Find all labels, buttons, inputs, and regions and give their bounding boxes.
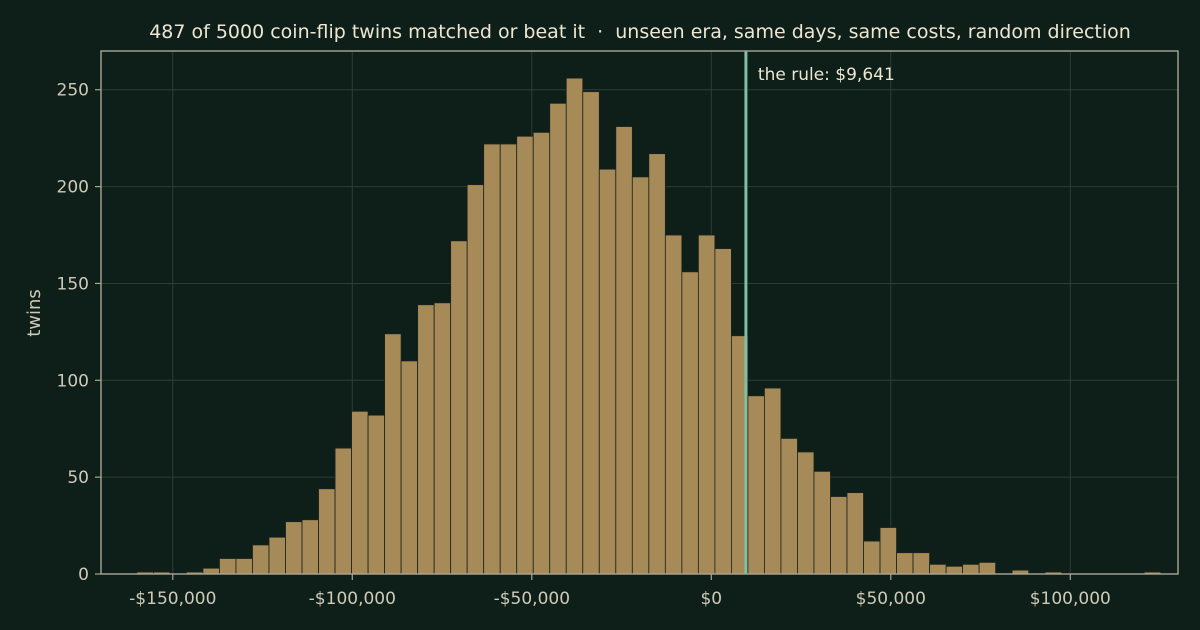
x-tick-label: -$100,000: [309, 589, 396, 609]
y-tick-label: 250: [57, 81, 89, 101]
histogram-bar: [417, 304, 435, 575]
histogram-bar: [351, 410, 369, 575]
histogram-bar: [433, 302, 452, 575]
x-tick-label: -$50,000: [494, 589, 570, 609]
histogram-bar: [615, 126, 633, 575]
axis-ticks: -$150,000 -$100,000 -$50,000 $0 $50,000 $100,…: [57, 81, 1111, 609]
y-tick-label: 150: [57, 274, 89, 294]
histogram-bar: [780, 438, 798, 575]
histogram-bar: [219, 558, 237, 575]
histogram-bar: [962, 563, 980, 575]
y-tick-label: 200: [57, 178, 89, 198]
histogram-bar: [202, 567, 220, 575]
histogram-bar: [450, 240, 468, 575]
histogram-bar: [532, 131, 551, 575]
x-tick-label: $0: [700, 589, 722, 609]
histogram-bar: [764, 387, 782, 575]
histogram-bar: [582, 91, 600, 575]
histogram-bar: [945, 565, 963, 575]
histogram-bar: [318, 488, 336, 575]
histogram-bar: [285, 521, 303, 575]
histogram-bar: [235, 558, 253, 575]
histogram-bars: [136, 77, 1162, 575]
x-tick-label: -$150,000: [129, 589, 216, 609]
y-tick-label: 0: [78, 565, 89, 585]
histogram-bar: [929, 563, 947, 575]
histogram-bar: [830, 496, 848, 575]
histogram-bar: [499, 143, 518, 575]
histogram-bar: [483, 143, 501, 575]
histogram-bar: [549, 102, 567, 575]
histogram-bar: [466, 184, 485, 575]
histogram-bar: [301, 519, 319, 575]
histogram-bar: [912, 552, 930, 575]
histogram-bar: [516, 135, 534, 575]
histogram-bar: [863, 540, 881, 575]
y-tick-label: 100: [57, 371, 89, 391]
histogram-bar: [978, 561, 997, 575]
histogram-bar: [631, 176, 650, 575]
histogram-bar: [813, 470, 831, 575]
histogram-bar: [334, 447, 352, 575]
y-tick-label: 50: [67, 468, 89, 488]
histogram-bar: [648, 153, 666, 575]
y-axis-label: twins: [24, 289, 45, 337]
histogram-bar: [697, 234, 716, 575]
histogram-bar: [565, 77, 584, 575]
histogram-bar: [384, 333, 402, 575]
plot-frame: [100, 50, 1179, 575]
histogram-bar: [268, 536, 286, 575]
histogram-bar: [664, 234, 683, 575]
histogram-bar: [747, 395, 765, 575]
rule-marker-label: the rule: $9,641: [758, 65, 895, 85]
histogram-bar: [367, 414, 386, 575]
histogram-bar: [714, 248, 732, 575]
chart-title: 487 of 5000 coin-flip twins matched or b…: [149, 21, 1131, 43]
x-tick-label: $100,000: [1030, 589, 1111, 609]
histogram-bar: [846, 492, 864, 575]
x-tick-label: $50,000: [856, 589, 926, 609]
marker-group: the rule: $9,641: [744, 51, 895, 574]
histogram-bar: [879, 527, 897, 575]
histogram-bar: [400, 360, 419, 575]
histogram-bar: [252, 544, 270, 575]
histogram-bar: [598, 168, 617, 575]
histogram-bar: [797, 451, 815, 575]
histogram-bar: [681, 271, 699, 575]
histogram-bar: [896, 552, 914, 575]
